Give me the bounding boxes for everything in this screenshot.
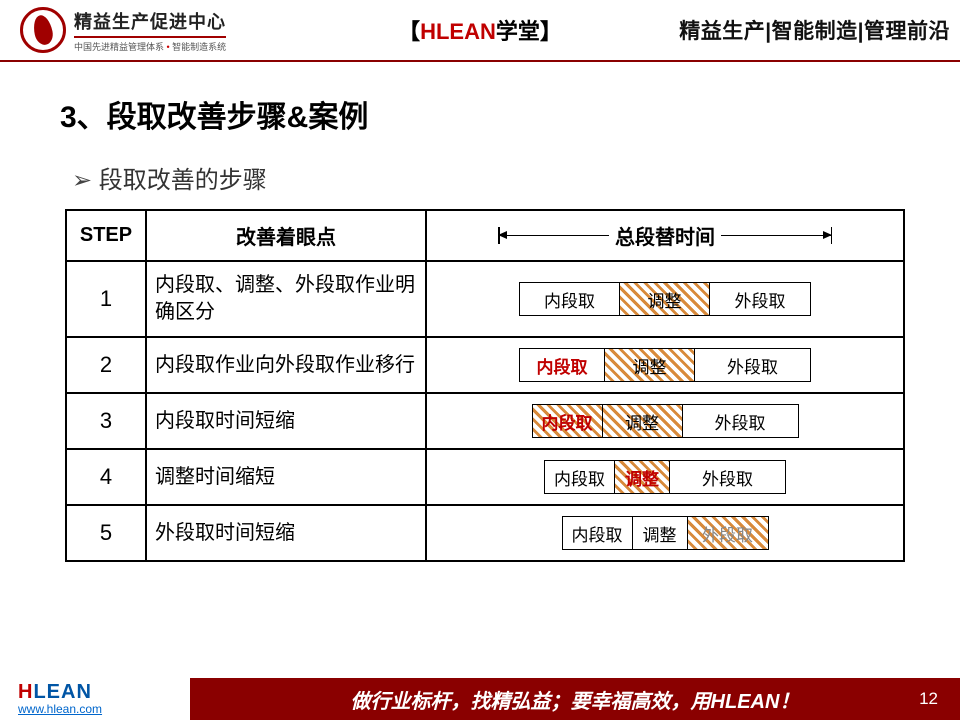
- time-bar: 内段取调整外段取: [519, 282, 811, 316]
- time-bar: 内段取调整外段取: [562, 516, 769, 550]
- footer-brand: HLEAN: [18, 682, 92, 702]
- content: 3、段取改善步骤&案例 段取改善的步骤 STEP 改善着眼点 总段替时间 1内段…: [0, 62, 960, 562]
- th-step: STEP: [66, 210, 146, 261]
- step-number: 1: [66, 261, 146, 337]
- logo-block: 精益生产促进中心 中国先进精益管理体系 • 智能制造系统: [20, 7, 226, 53]
- table-row: 2内段取作业向外段取作业移行 内段取调整外段取: [66, 337, 904, 393]
- table-row: 1内段取、调整、外段取作业明确区分 内段取调整外段取: [66, 261, 904, 337]
- logo-icon: [20, 7, 66, 53]
- step-number: 4: [66, 449, 146, 505]
- bar-segment: 内段取: [520, 283, 620, 315]
- footer-left: HLEAN www.hlean.com: [0, 678, 190, 720]
- footer-slogan: 做行业标杆，找精弘益；要幸福高效，用HLEAN！: [208, 685, 942, 714]
- step-number: 3: [66, 393, 146, 449]
- bar-segment: 外段取: [670, 461, 785, 493]
- footer-right: 做行业标杆，找精弘益；要幸福高效，用HLEAN！ 12: [190, 678, 960, 720]
- focus-text: 外段取时间短缩: [146, 505, 426, 561]
- arrow-right-icon: [721, 235, 831, 236]
- step-number: 2: [66, 337, 146, 393]
- bar-cell: 内段取调整外段取: [426, 505, 904, 561]
- subtitle: 段取改善的步骤: [72, 160, 910, 195]
- th-focus: 改善着眼点: [146, 210, 426, 261]
- logo-title: 精益生产促进中心: [74, 8, 226, 34]
- arrow-left-icon: [499, 235, 609, 236]
- bar-cell: 内段取调整外段取: [426, 261, 904, 337]
- time-bar: 内段取调整外段取: [519, 348, 811, 382]
- time-bar: 内段取调整外段取: [532, 404, 799, 438]
- focus-text: 调整时间缩短: [146, 449, 426, 505]
- footer: HLEAN www.hlean.com 做行业标杆，找精弘益；要幸福高效，用HL…: [0, 678, 960, 720]
- header-right: 精益生产|智能制造|管理前沿: [679, 15, 950, 45]
- bar-segment: 内段取: [563, 517, 633, 549]
- bar-cell: 内段取调整外段取: [426, 393, 904, 449]
- bar-segment: 调整: [603, 405, 683, 437]
- th-time-label: 总段替时间: [615, 221, 715, 250]
- step-number: 5: [66, 505, 146, 561]
- bar-segment: 内段取: [533, 405, 603, 437]
- header: 精益生产促进中心 中国先进精益管理体系 • 智能制造系统 【HLEAN学堂】 精…: [0, 0, 960, 62]
- focus-text: 内段取、调整、外段取作业明确区分: [146, 261, 426, 337]
- header-center: 【HLEAN学堂】: [398, 14, 562, 46]
- time-bar: 内段取调整外段取: [544, 460, 786, 494]
- bar-segment: 调整: [615, 461, 670, 493]
- bar-cell: 内段取调整外段取: [426, 337, 904, 393]
- focus-text: 内段取时间短缩: [146, 393, 426, 449]
- bar-segment: 内段取: [520, 349, 605, 381]
- table-row: 3内段取时间短缩 内段取调整外段取: [66, 393, 904, 449]
- page-number: 12: [919, 689, 938, 709]
- footer-site[interactable]: www.hlean.com: [18, 702, 102, 716]
- logo-subtitle: 中国先进精益管理体系 • 智能制造系统: [74, 40, 226, 53]
- table-row: 5外段取时间短缩 内段取调整外段取: [66, 505, 904, 561]
- table-row: 4调整时间缩短 内段取调整外段取: [66, 449, 904, 505]
- bar-segment: 外段取: [710, 283, 810, 315]
- bar-segment: 调整: [633, 517, 688, 549]
- bar-cell: 内段取调整外段取: [426, 449, 904, 505]
- bar-segment: 外段取: [695, 349, 810, 381]
- bar-segment: 内段取: [545, 461, 615, 493]
- focus-text: 内段取作业向外段取作业移行: [146, 337, 426, 393]
- bar-segment: 调整: [620, 283, 710, 315]
- th-time: 总段替时间: [426, 210, 904, 261]
- bar-segment: 调整: [605, 349, 695, 381]
- bar-segment: 外段取: [683, 405, 798, 437]
- bar-segment: 外段取: [688, 517, 768, 549]
- page-title: 3、段取改善步骤&案例: [60, 92, 910, 136]
- steps-table: STEP 改善着眼点 总段替时间 1内段取、调整、外段取作业明确区分内段取调整外…: [65, 209, 905, 562]
